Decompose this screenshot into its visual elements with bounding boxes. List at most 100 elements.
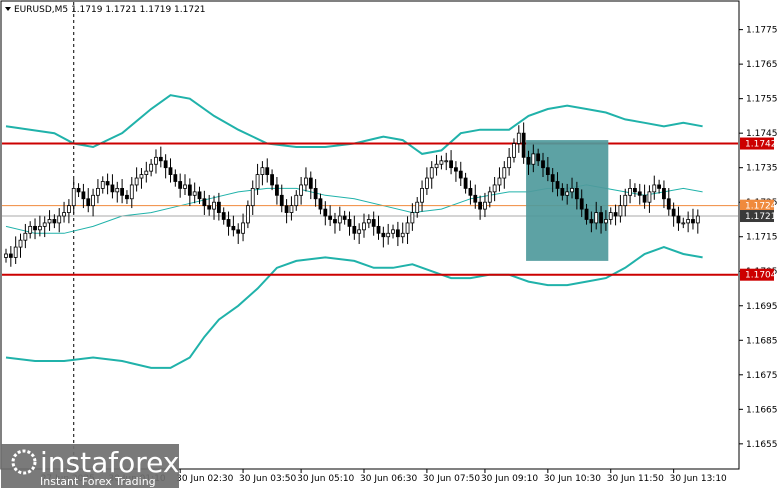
candle-body <box>657 184 662 189</box>
candle-body <box>347 219 352 227</box>
candle-body <box>487 191 492 203</box>
candle-body <box>371 219 376 227</box>
chart-header: EURUSD,M5 1.1719 1.1721 1.1719 1.1721 <box>5 5 206 15</box>
candle-body <box>308 177 313 189</box>
candle-body <box>666 198 671 210</box>
candle-body <box>613 212 618 217</box>
candle-body <box>434 163 439 169</box>
candle-body <box>579 198 584 210</box>
candle-body <box>62 212 66 217</box>
candle-body <box>144 170 149 175</box>
instaforex-logo-icon <box>11 449 37 475</box>
candle-body <box>618 205 623 217</box>
candle-body <box>386 232 391 238</box>
candle-body <box>545 167 550 175</box>
candles <box>4 122 700 267</box>
candle-body <box>28 225 33 234</box>
candle-body <box>33 225 37 231</box>
chevron-down-icon[interactable] <box>5 7 11 11</box>
candle-body <box>318 198 323 210</box>
candle-body <box>37 225 42 231</box>
x-tick-label: 30 Jun 10:30 <box>544 474 601 484</box>
candle-body <box>236 229 241 234</box>
candle-body <box>279 194 284 207</box>
candle-body <box>183 184 187 189</box>
y-tick-label: 1.1665 <box>746 405 778 415</box>
candle-body <box>381 232 386 238</box>
candle-body <box>313 187 318 200</box>
candle-body <box>168 167 173 175</box>
candle-body <box>207 205 212 210</box>
candle-body <box>449 160 453 169</box>
y-tick-label: 1.1695 <box>746 302 778 312</box>
candle-body <box>299 184 304 196</box>
candle-body <box>603 219 608 224</box>
candle-body <box>178 181 183 189</box>
candle-body <box>589 219 594 224</box>
level-badge <box>740 210 774 223</box>
candle-body <box>526 156 531 165</box>
candle-body <box>633 187 637 193</box>
candle-body <box>454 167 458 172</box>
candle-body <box>129 184 134 200</box>
level-badge-label: 1.1742 <box>745 140 777 150</box>
candle-body <box>420 187 424 203</box>
candle-body <box>323 208 328 217</box>
candle-body <box>478 201 483 210</box>
candle-body <box>594 212 599 224</box>
candle-body <box>105 181 110 186</box>
candle-body <box>328 215 333 220</box>
candle-body <box>662 187 666 200</box>
y-tick-label: 1.1735 <box>746 164 778 174</box>
candle-body <box>565 191 570 196</box>
candle-body <box>8 253 13 258</box>
candle-body <box>521 132 526 158</box>
candle-body <box>270 174 274 186</box>
candle-body <box>468 187 473 196</box>
candle-body <box>366 219 371 224</box>
y-tick-label: 1.1655 <box>746 440 778 450</box>
y-tick-label: 1.1675 <box>746 371 778 381</box>
x-tick-label: 30 Jun 02:30 <box>176 474 233 484</box>
candle-body <box>686 219 691 224</box>
candle-body <box>250 187 255 207</box>
watermark: instaforex Instant Forex Trading <box>1 444 179 488</box>
candle-body <box>628 187 632 196</box>
candle-body <box>507 156 512 169</box>
candle-body <box>231 225 236 231</box>
candle-body <box>52 219 57 224</box>
candle-body <box>681 222 686 225</box>
candle-body <box>260 167 265 175</box>
level-badge <box>740 199 774 212</box>
candle-body <box>555 181 560 189</box>
candle-body <box>652 184 657 193</box>
bollinger-upper <box>5 94 703 155</box>
candle-body <box>187 184 192 196</box>
candle-body <box>439 160 444 165</box>
candle-body <box>76 187 81 193</box>
candle-body <box>642 194 647 203</box>
candle-body <box>391 229 395 234</box>
candle-body <box>483 201 487 210</box>
candle-body <box>362 222 366 231</box>
candle-body <box>512 143 516 158</box>
candle-body <box>120 187 125 196</box>
candle-body <box>536 153 541 162</box>
candle-body <box>197 191 202 200</box>
candle-body <box>502 167 507 179</box>
candle-body <box>497 177 502 186</box>
candle-body <box>608 212 613 220</box>
candle-body <box>173 174 178 182</box>
candle-body <box>400 232 405 238</box>
candle-body <box>100 181 105 189</box>
candle-body <box>357 229 362 234</box>
candle-body <box>444 160 449 163</box>
x-tick-label: 30 Jun 03:50 <box>239 474 296 484</box>
candle-body <box>676 215 681 224</box>
level-badge <box>740 268 774 281</box>
candle-body <box>125 194 129 200</box>
candle-body <box>192 191 197 196</box>
candle-body <box>623 194 628 207</box>
x-tick-label: 30 Jun 11:50 <box>607 474 664 484</box>
